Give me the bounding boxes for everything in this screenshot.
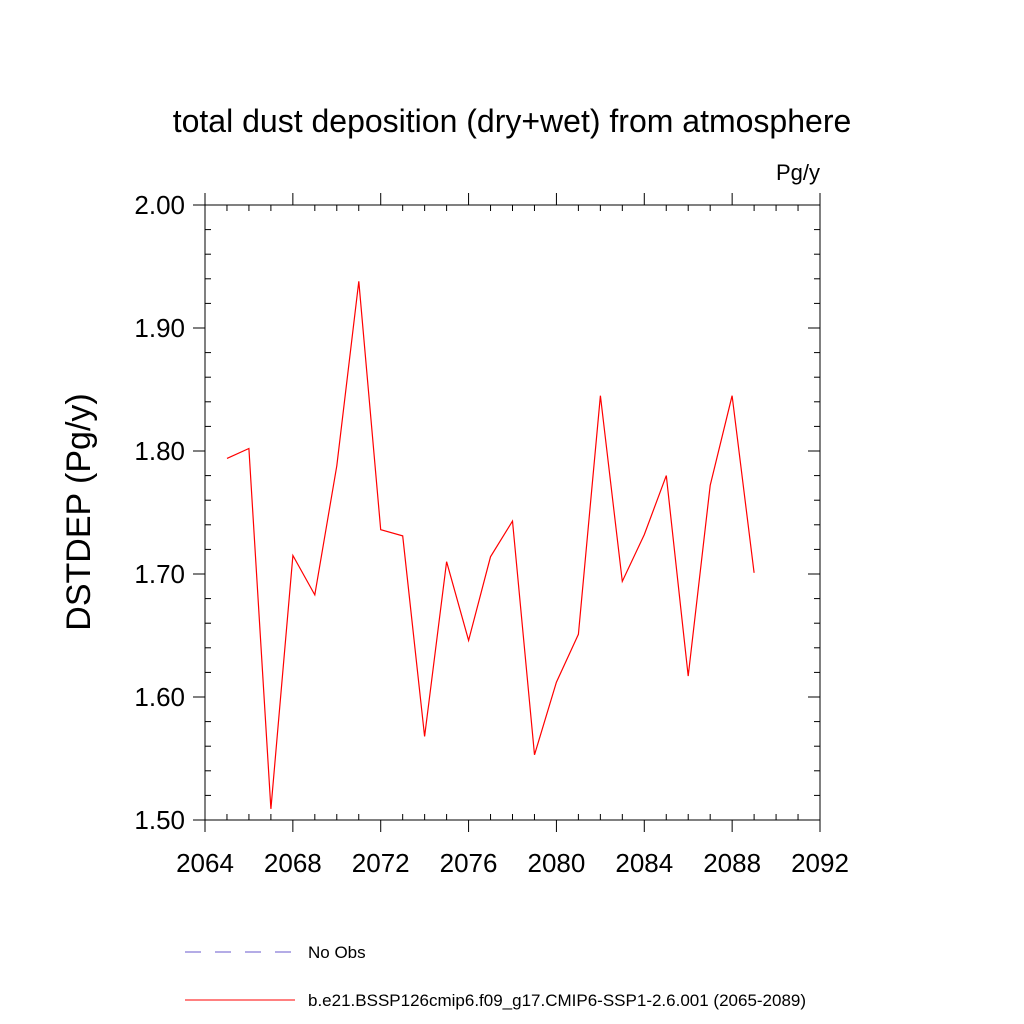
x-tick-label: 2088	[703, 848, 761, 878]
x-tick-label: 2084	[615, 848, 673, 878]
x-tick-label: 2068	[264, 848, 322, 878]
x-tick-label: 2064	[176, 848, 234, 878]
chart-title: total dust deposition (dry+wet) from atm…	[173, 103, 852, 139]
y-axis-label: DSTDEP (Pg/y)	[60, 393, 98, 630]
plot-frame	[204, 204, 821, 821]
legend-label: No Obs	[308, 943, 366, 962]
x-tick-label: 2080	[528, 848, 586, 878]
x-tick-label: 2076	[440, 848, 498, 878]
series-line	[226, 281, 755, 809]
legend: No Obs b.e21.BSSP126cmip6.f09_g17.CMIP6-S…	[185, 943, 806, 1010]
legend-label: b.e21.BSSP126cmip6.f09_g17.CMIP6-SSP1-2.…	[308, 991, 806, 1010]
y-tick-label: 1.60	[134, 682, 185, 712]
y-tick-label: 1.90	[134, 313, 185, 343]
y-tick-label: 1.80	[134, 436, 185, 466]
y-tick-label: 1.70	[134, 559, 185, 589]
x-tick-label: 2072	[352, 848, 410, 878]
y-tick-label: 1.50	[134, 805, 185, 835]
units-label: Pg/y	[776, 160, 820, 185]
y-tick-label: 2.00	[134, 190, 185, 220]
x-tick-label: 2092	[791, 848, 849, 878]
plot-area: 2064 2068 2072 2076 2080 2084 2088 2092 1.50 1.60…	[134, 190, 849, 878]
